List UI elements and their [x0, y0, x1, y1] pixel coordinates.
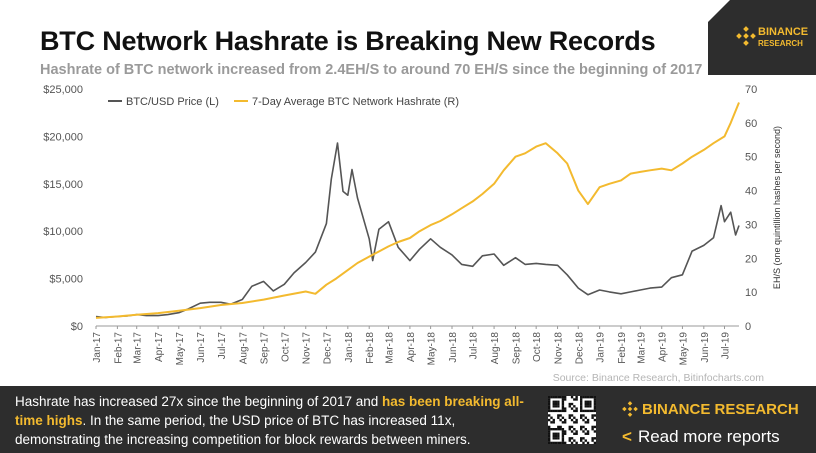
- x-tick-label: Jan-19: [596, 332, 607, 363]
- y-right-tick-label: 40: [745, 186, 757, 198]
- y-right-tick-label: 20: [745, 253, 757, 265]
- x-tick-label: Apr-18: [406, 332, 417, 362]
- x-tick-label: Apr-17: [154, 332, 165, 362]
- page-title: BTC Network Hashrate is Breaking New Rec…: [40, 26, 656, 56]
- y-right-tick-label: 30: [745, 219, 757, 231]
- footer-text-highlight: has been breaking all-time highs: [15, 394, 524, 428]
- x-tick-label: May-18: [427, 332, 438, 366]
- logo-line2: RESEARCH: [758, 39, 803, 48]
- x-tick-label: Dec-17: [322, 332, 333, 365]
- y-left-tick-label: $0: [71, 321, 83, 333]
- x-tick-label: Oct-18: [532, 332, 543, 362]
- y-right-tick-label: 0: [745, 321, 751, 333]
- y-right-tick-label: 70: [745, 84, 757, 96]
- x-tick-label: Sep-17: [260, 332, 271, 365]
- qr-code-icon[interactable]: [548, 396, 596, 444]
- series-legend-btc-price: BTC/USD Price (L): [126, 96, 219, 108]
- y-left-tick-label: $15,000: [43, 179, 83, 191]
- x-tick-label: Oct-17: [280, 332, 291, 362]
- chevron-left-icon: <: [622, 427, 632, 446]
- x-tick-label: Feb-17: [113, 332, 124, 364]
- footer-bar: Hashrate has increased 27x since the beg…: [0, 386, 816, 453]
- x-tick-label: Mar-18: [385, 332, 396, 364]
- y-left-tick-label: $10,000: [43, 226, 83, 238]
- binance-diamond-icon: [736, 26, 756, 46]
- read-more-link[interactable]: < Read more reports: [622, 427, 780, 447]
- page-subtitle: Hashrate of BTC network increased from 2…: [40, 62, 703, 78]
- y-right-axis-label: EH/S (one quintillion hashes per second): [772, 126, 782, 289]
- x-tick-label: May-19: [678, 332, 689, 366]
- logo-line1: BINANCE: [758, 26, 808, 38]
- x-tick-label: Apr-19: [658, 332, 669, 362]
- chart-source: Source: Binance Research, Bitinfocharts.…: [552, 372, 764, 384]
- x-tick-label: Mar-17: [133, 332, 144, 364]
- footer-brand[interactable]: BINANCE RESEARCH: [622, 401, 799, 418]
- x-tick-label: Aug-18: [490, 332, 501, 365]
- x-tick-label: Jun-17: [196, 332, 207, 363]
- series-line-hashrate: [95, 102, 740, 319]
- read-more-label: Read more reports: [637, 427, 780, 446]
- x-tick-label: Jul-19: [721, 332, 732, 360]
- x-tick-label: Dec-18: [574, 332, 585, 365]
- x-tick-label: May-17: [175, 332, 186, 366]
- x-tick-label: Sep-18: [511, 332, 522, 365]
- y-left-tick-label: $20,000: [43, 131, 83, 143]
- x-tick-label: Mar-19: [636, 332, 647, 364]
- y-right-tick-label: 50: [745, 152, 757, 164]
- x-tick-label: Jun-18: [448, 332, 459, 363]
- footer-text-part1: Hashrate has increased 27x since the beg…: [15, 394, 383, 409]
- y-right-tick-label: 10: [745, 287, 757, 299]
- binance-diamond-icon: [622, 401, 638, 417]
- x-tick-label: Jul-17: [217, 332, 228, 360]
- x-tick-label: Jun-19: [700, 332, 711, 363]
- y-right-tick-label: 60: [745, 118, 757, 130]
- series-legend-hashrate: 7-Day Average BTC Network Hashrate (R): [252, 96, 459, 108]
- footer-text-part2: . In the same period, the USD price of B…: [15, 413, 471, 447]
- y-left-tick-label: $5,000: [49, 274, 83, 286]
- hashrate-chart: $0 $5,000 $10,000 $15,000 $20,000 $25,000 0 10 2…: [43, 84, 782, 366]
- x-tick-label: Nov-18: [554, 332, 565, 365]
- x-tick-label: Jan-17: [92, 332, 103, 363]
- series-line-btc-price: [95, 142, 740, 319]
- binance-research-logo[interactable]: BINANCE RESEARCH: [708, 0, 816, 75]
- x-tick-label: Jan-18: [344, 332, 355, 363]
- x-tick-label: Feb-19: [617, 332, 628, 364]
- x-tick-label: Aug-17: [238, 332, 249, 365]
- x-tick-label: Jul-18: [469, 332, 480, 360]
- footer-description: Hashrate has increased 27x since the beg…: [15, 392, 525, 449]
- y-left-tick-label: $25,000: [43, 84, 83, 96]
- footer-brand-label: BINANCE RESEARCH: [642, 401, 799, 418]
- x-tick-label: Feb-18: [365, 332, 376, 364]
- x-tick-label: Nov-17: [302, 332, 313, 365]
